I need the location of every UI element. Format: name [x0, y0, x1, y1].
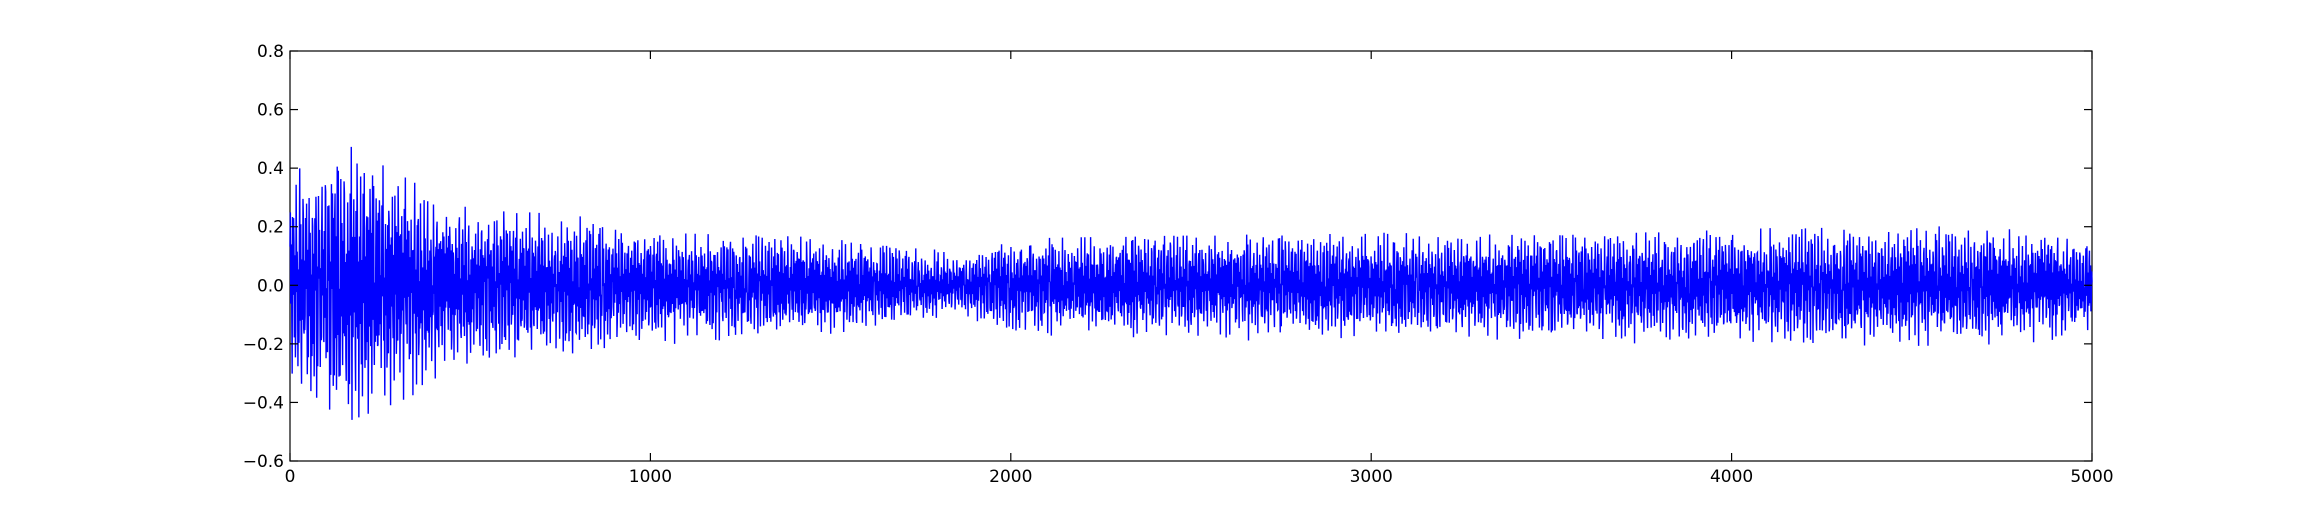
y-tick-label: −0.4 — [243, 393, 284, 413]
x-tick-label: 3000 — [1350, 467, 1393, 487]
x-tick-label: 0 — [285, 467, 296, 487]
y-tick-label: −0.2 — [243, 335, 284, 355]
y-tick-label: −0.6 — [243, 452, 284, 472]
series-line — [289, 146, 2093, 420]
y-tick-label: 0.2 — [257, 218, 284, 238]
x-tick-label: 5000 — [2070, 467, 2113, 487]
x-axis: 0 1000 2000 3000 4000 5000 — [285, 51, 2114, 487]
y-tick-label: 0.8 — [257, 42, 284, 62]
x-tick-label: 2000 — [989, 467, 1032, 487]
y-tick-label: 0.6 — [257, 101, 284, 121]
series-layer — [289, 146, 2093, 420]
y-tick-label: 0.0 — [257, 276, 284, 296]
x-tick-label: 4000 — [1710, 467, 1753, 487]
x-tick-label: 1000 — [629, 467, 672, 487]
y-tick-label: 0.4 — [257, 159, 284, 179]
y-axis: −0.6 −0.4 −0.2 0.0 0.2 0.4 0.6 0.8 — [243, 42, 2092, 472]
